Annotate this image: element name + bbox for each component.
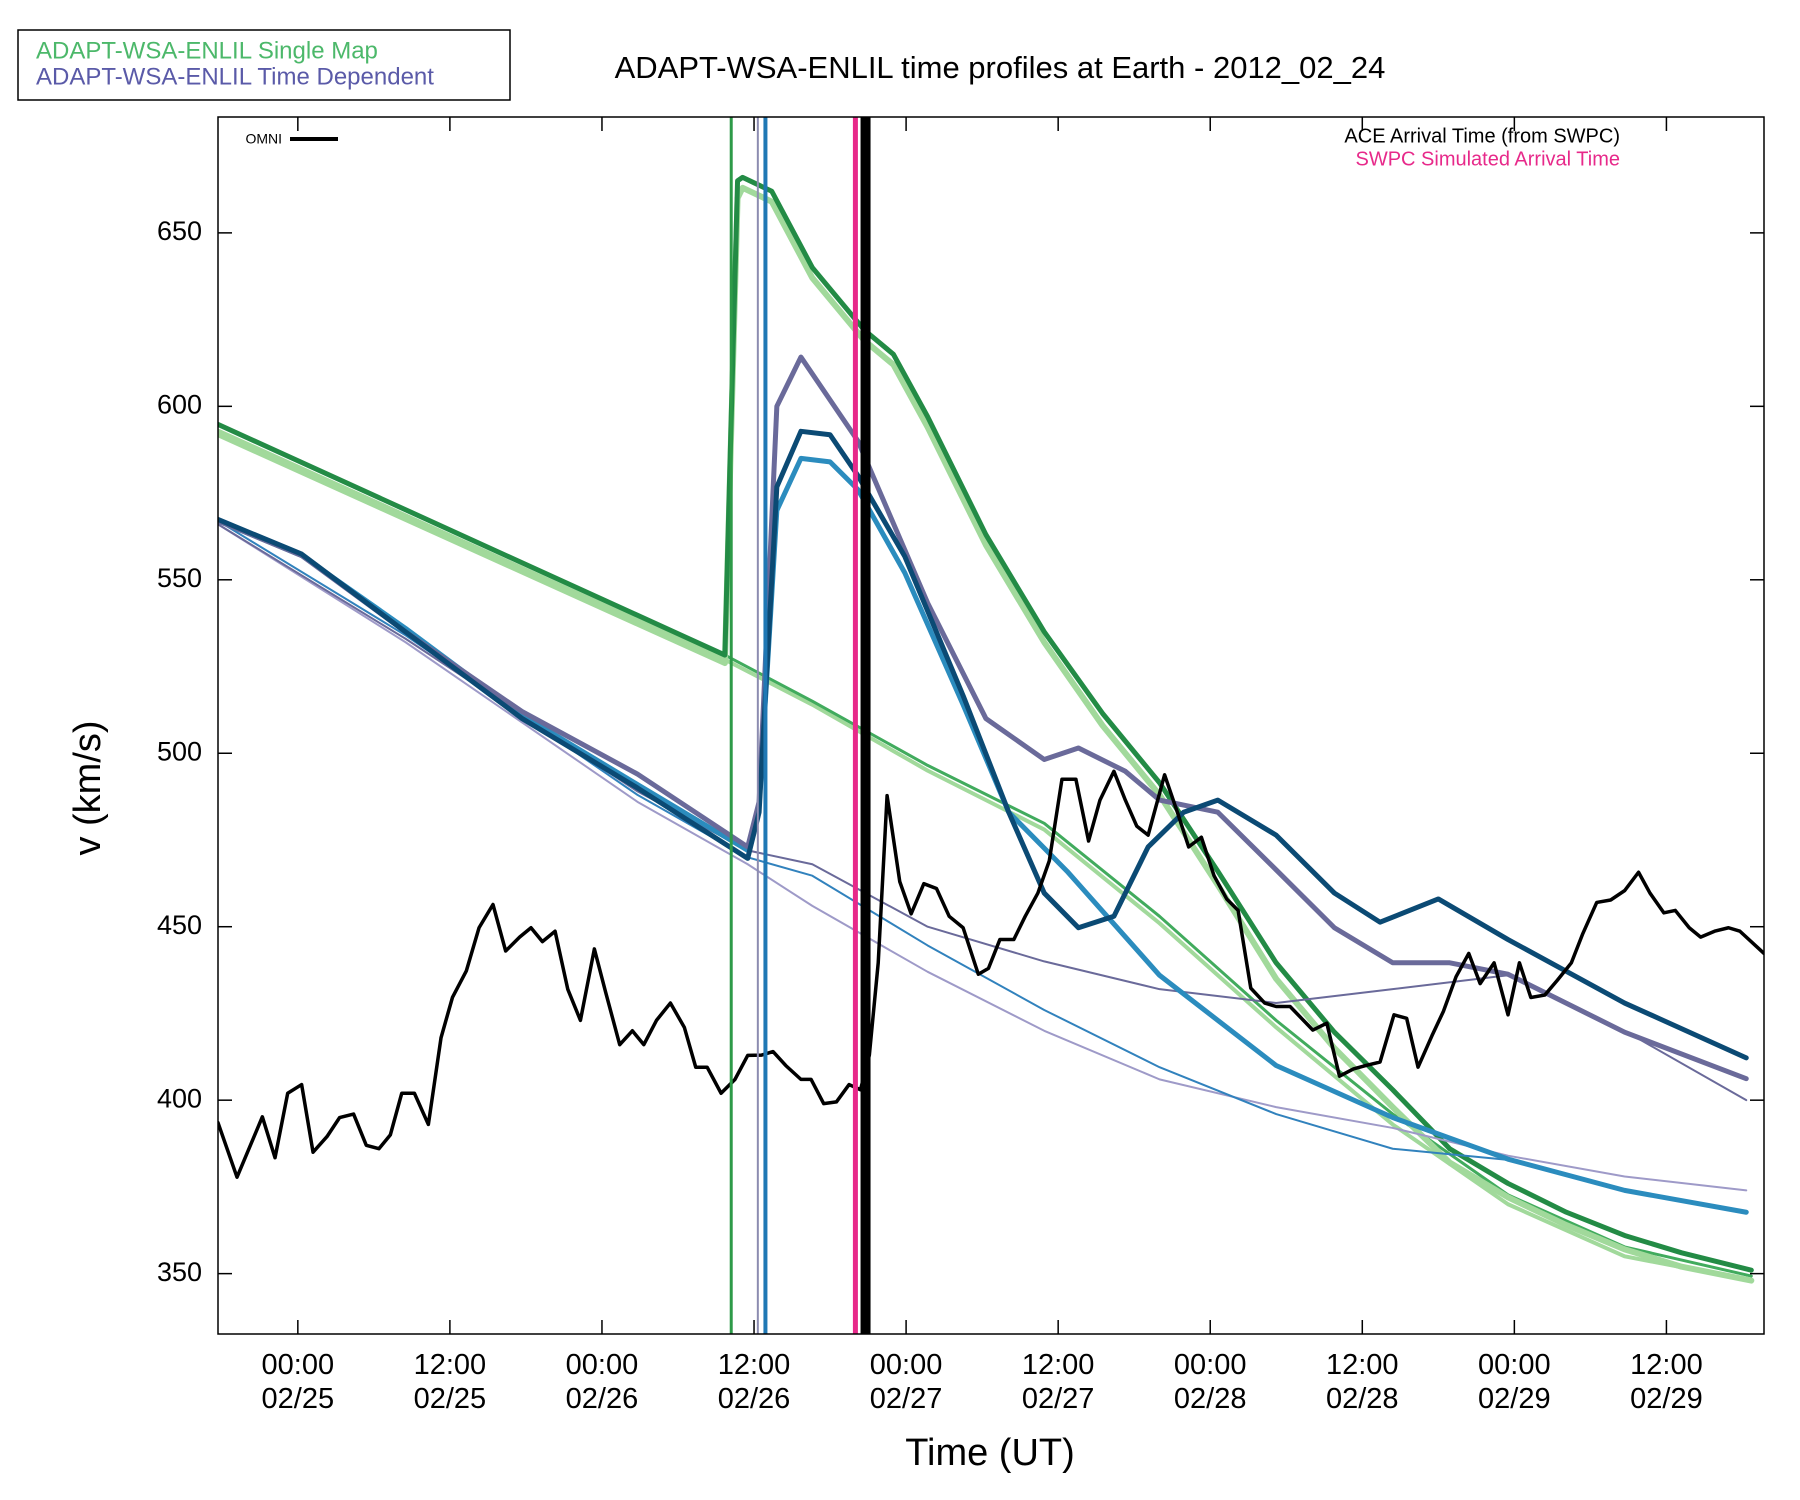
y-tick-label: 400 xyxy=(157,1083,202,1113)
x-tick-label: 00:00 02/27 xyxy=(869,1349,943,1415)
plot-frame xyxy=(217,116,1765,1335)
plot-area xyxy=(218,117,1764,1334)
ensemble-line xyxy=(218,428,1754,1283)
y-tick-label: 650 xyxy=(157,216,202,246)
x-tick-label: 12:00 02/26 xyxy=(717,1349,791,1415)
legend-box xyxy=(17,29,511,101)
chart-title: ADAPT-WSA-ENLIL time profiles at Earth -… xyxy=(615,50,1386,85)
y-tick-label: 450 xyxy=(157,910,202,940)
ensemble-line xyxy=(218,174,1754,1273)
y-tick-label: 600 xyxy=(157,389,202,419)
x-tick-label: 00:00 02/28 xyxy=(1173,1349,1247,1415)
x-tick-label: 00:00 02/29 xyxy=(1478,1349,1551,1415)
y-tick-label: 550 xyxy=(157,563,202,593)
legend-entry: OMNI xyxy=(245,131,282,147)
arrival-label: SWPC Simulated Arrival Time xyxy=(1355,148,1620,170)
x-tick-label: 12:00 02/29 xyxy=(1630,1349,1703,1415)
ensemble-line xyxy=(218,422,1753,1278)
omni-line xyxy=(218,769,1764,1179)
ensemble-line xyxy=(218,455,1749,1215)
y-tick-label: 500 xyxy=(157,736,202,766)
x-tick-label: 00:00 02/26 xyxy=(565,1349,639,1415)
x-tick-label: 12:00 02/27 xyxy=(1021,1349,1095,1415)
x-axis-label: Time (UT) xyxy=(905,1432,1075,1474)
ensemble-line xyxy=(218,354,1749,1082)
legend-entry: ADAPT-WSA-ENLIL Time Dependent xyxy=(36,63,434,90)
x-tick-label: 12:00 02/25 xyxy=(413,1349,487,1415)
y-tick-label: 350 xyxy=(157,1257,202,1287)
x-tick-label: 00:00 02/25 xyxy=(261,1349,335,1415)
ensemble-line xyxy=(218,523,1748,1192)
arrival-label: ACE Arrival Time (from SWPC) xyxy=(1344,125,1620,147)
y-axis-label: v (km/s) xyxy=(67,720,109,855)
x-tick-label: 12:00 02/28 xyxy=(1325,1349,1399,1415)
ensemble-line xyxy=(218,184,1755,1284)
legend-entry: ADAPT-WSA-ENLIL Single Map xyxy=(36,37,378,64)
ensemble-line xyxy=(218,428,1749,1061)
